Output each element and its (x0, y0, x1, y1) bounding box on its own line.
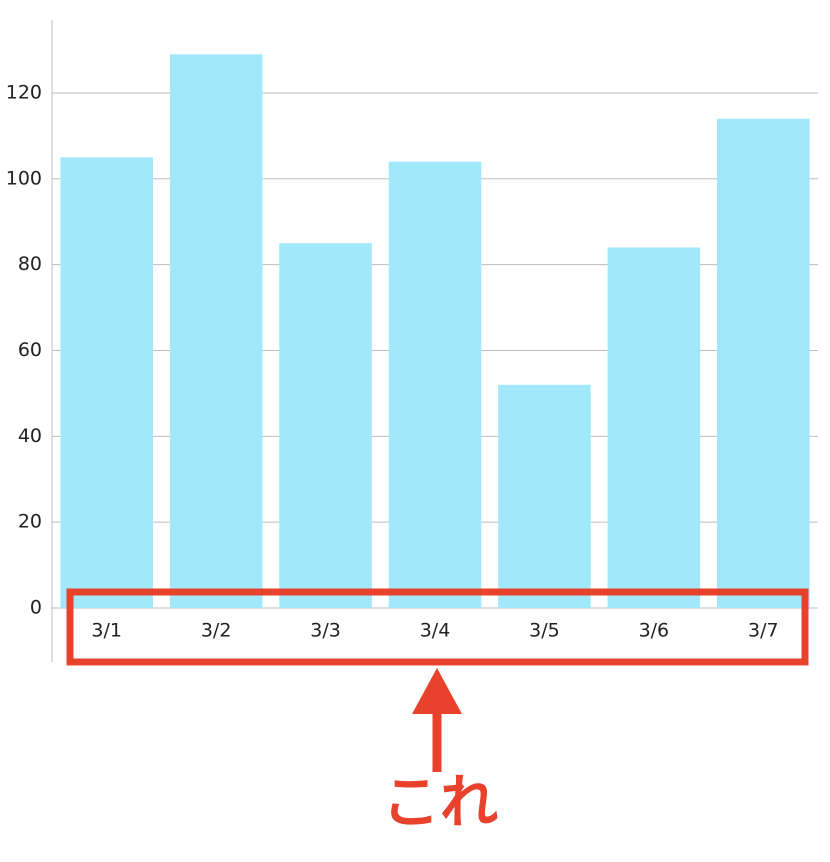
arrow-head (412, 668, 462, 714)
y-tick-label: 40 (18, 425, 42, 447)
y-tick-label: 20 (18, 511, 42, 533)
bar (498, 384, 591, 608)
bar (169, 54, 263, 609)
bar (607, 247, 701, 608)
x-tick-label: 3/4 (420, 620, 451, 642)
y-tick-label: 80 (18, 253, 42, 275)
y-tick-label: 0 (30, 597, 42, 619)
highlight-box (66, 588, 809, 666)
x-tick-label: 3/6 (639, 620, 670, 642)
bar (279, 243, 372, 608)
x-tick-label: 3/3 (310, 620, 341, 642)
bar (60, 157, 154, 608)
bar (388, 161, 482, 608)
y-tick-label: 100 (6, 167, 42, 189)
y-tick-label: 120 (6, 81, 42, 103)
annotation: これ (382, 768, 498, 836)
x-tick-label: 3/1 (91, 620, 122, 642)
plot: 0 20 40 60 80 100 120 3/1 3/2 3/3 3/4 3/5 3/6 3/7 (6, 54, 818, 642)
bar (716, 118, 810, 608)
y-tick-label: 60 (18, 339, 42, 361)
x-tick-label: 3/5 (529, 620, 560, 642)
x-tick-label: 3/2 (201, 620, 232, 642)
x-tick-label: 3/7 (748, 620, 779, 642)
